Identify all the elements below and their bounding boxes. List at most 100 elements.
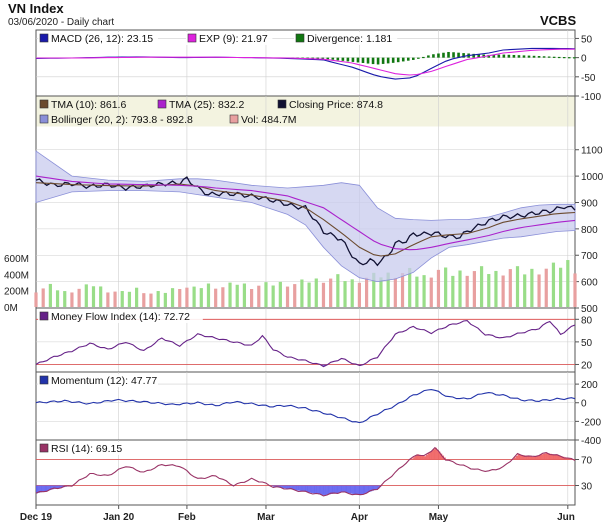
overbought-fill [431, 450, 434, 460]
overbought-fill [519, 454, 522, 460]
x-tick-label: May [429, 512, 449, 523]
oversold-fill [337, 485, 340, 493]
legend-label: TMA (25): 832.2 [169, 99, 244, 111]
divergence-bar [452, 52, 455, 58]
oversold-fill [41, 485, 44, 492]
panel-macd: 50 0 -50 -100 MACD (26, 12): 23.15 EXP (9): 2… [35, 29, 601, 103]
divergence-bar [567, 57, 571, 59]
volume-bar [271, 285, 275, 307]
bollinger-band [35, 150, 576, 283]
legend-swatch-divergence [295, 33, 305, 43]
divergence-bar [487, 54, 491, 58]
volume-bar [149, 293, 153, 307]
oversold-fill [52, 485, 55, 490]
oversold-fill [336, 485, 339, 493]
oversold-fill [321, 364, 324, 366]
volume-bar [156, 291, 160, 307]
x-tick-label: Jan 20 [103, 512, 135, 523]
overbought-fill [424, 456, 427, 460]
legend: Money Flow Index (14): 72.72 [38, 310, 203, 323]
overbought-fill [524, 455, 527, 460]
volume-bar [386, 272, 390, 307]
divergence-bar [417, 57, 420, 59]
y-tick-label: 0 [581, 54, 587, 65]
oversold-fill [39, 485, 42, 493]
overbought-fill [557, 455, 560, 460]
divergence-bar [427, 55, 430, 58]
volume-bar [257, 285, 261, 307]
legend-swatch-rsi [39, 443, 49, 453]
series-line-rsi [35, 446, 576, 497]
divergence-bar [557, 56, 561, 59]
volume-bar [314, 278, 318, 307]
oversold-fill [50, 485, 53, 490]
overbought-fill [522, 455, 525, 460]
legend-swatch-tma10 [39, 99, 49, 109]
divergence-bar [351, 57, 355, 62]
volume-bar [321, 282, 326, 307]
overbought-fill [425, 454, 428, 460]
x-tick-label: Mar [257, 512, 275, 523]
oversold-fill [366, 485, 369, 493]
oversold-fill [354, 485, 357, 495]
divergence-bar [447, 51, 450, 58]
volume-bar [127, 291, 132, 307]
volume-bar [408, 267, 412, 307]
oversold-fill [53, 485, 56, 489]
y-tick-label: 1100 [581, 146, 603, 157]
volume-bar [537, 274, 541, 307]
x-tick-label: Dec 19 [20, 512, 53, 523]
overbought-fill [569, 458, 572, 460]
oversold-fill [305, 485, 308, 492]
oversold-fill [278, 485, 281, 488]
legend-backdrop [294, 32, 398, 45]
legend-label: TMA (10): 861.6 [51, 99, 126, 111]
legend-swatch-mfi [39, 311, 49, 321]
overbought-fill [549, 453, 552, 460]
divergence-bar [442, 52, 445, 58]
oversold-fill [300, 485, 303, 492]
volume-bar [458, 270, 462, 307]
divergence-bar [366, 57, 370, 64]
volume-bar [451, 275, 455, 307]
divergence-bar [542, 56, 546, 58]
oversold-fill [359, 485, 362, 496]
volume-bar [429, 277, 433, 307]
y-tick-label: 20 [581, 360, 593, 371]
volume-bar [185, 287, 189, 307]
divergence-bar [472, 53, 475, 58]
divergence-bar [401, 57, 405, 62]
oversold-fill [271, 485, 274, 487]
volume-bar [214, 288, 218, 307]
overbought-fill [433, 449, 436, 460]
overbought-fill [553, 454, 556, 460]
divergence-bar [321, 57, 325, 59]
volume-bars [34, 260, 577, 307]
y-tick-label: 70 [581, 456, 593, 467]
overbought-fill [438, 451, 441, 460]
overbought-fill [411, 458, 414, 460]
volume-bar [559, 267, 563, 307]
oversold-fill [343, 485, 346, 493]
oversold-fill [346, 485, 349, 493]
oversold-fill [321, 485, 324, 495]
overbought-fill [517, 454, 520, 460]
volume-bar [48, 283, 52, 307]
series-line-mfi [35, 320, 576, 368]
oversold-fill [373, 485, 376, 491]
volume-bar [278, 281, 282, 307]
oversold-fill [287, 485, 290, 489]
oversold-fill [298, 485, 301, 491]
volume-bar [142, 293, 146, 307]
divergence-bar [412, 57, 415, 60]
volume-bar [350, 279, 354, 307]
overbought-fill [540, 454, 543, 460]
oversold-fill [292, 485, 295, 490]
y-tick-label: 0 [581, 399, 587, 410]
oversold-fill [314, 485, 317, 494]
volume-bar [357, 282, 361, 307]
volume-bar [465, 275, 469, 307]
divergence-bar [477, 54, 480, 58]
